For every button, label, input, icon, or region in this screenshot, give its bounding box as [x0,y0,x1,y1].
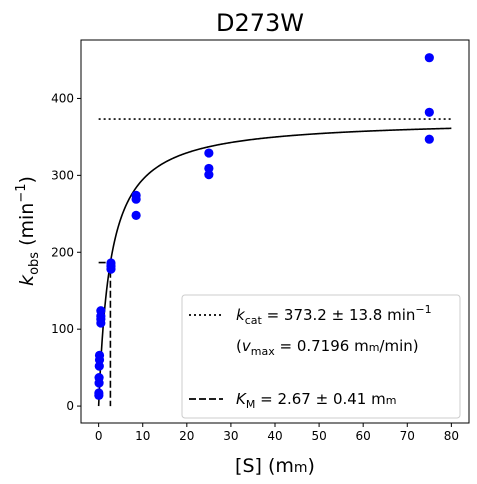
y-axis-label: kobs (min−1) [14,176,42,286]
data-point [204,148,214,158]
data-point [131,190,141,200]
legend-vmax-label: (vmax = 0.7196 mm/min) [236,337,419,358]
x-tick-label: 20 [179,429,194,443]
y-tick-label: 300 [51,168,74,182]
michaelis-menten-fit [97,127,452,407]
x-tick-label: 10 [135,429,150,443]
x-tick-label: 0 [95,429,103,443]
x-tick-label: 30 [223,429,238,443]
data-point [424,107,434,117]
legend: kcat = 373.2 ± 13.8 min−1 (vmax = 0.7196… [181,294,461,419]
y-tick-label: 400 [51,91,74,105]
data-point [96,306,106,316]
x-tick-label: 80 [444,429,459,443]
x-tick-label: 60 [356,429,371,443]
data-point [94,373,104,383]
data-point [424,134,434,144]
legend-box [181,294,461,419]
y-axis: 0 100 200 300 400 [51,91,81,413]
y-tick-label: 100 [51,322,74,336]
x-tick-label: 40 [267,429,282,443]
x-axis-label: [S] (mm) [235,455,315,477]
y-tick-label: 0 [66,399,74,413]
data-point [131,210,141,220]
x-tick-label: 50 [311,429,326,443]
data-points [94,53,434,400]
data-point [204,163,214,174]
x-axis: 0 10 20 30 40 50 60 70 80 [95,423,459,443]
chart-title: D273W [216,9,304,37]
data-point [424,53,434,63]
data-point [94,388,104,398]
x-tick-label: 70 [400,429,415,443]
legend-km-label: KM = 2.67 ± 0.41 mm [236,390,396,411]
legend-kcat-label: kcat = 373.2 ± 13.8 min−1 [236,303,432,327]
y-tick-label: 200 [51,245,74,259]
data-point [94,350,105,360]
data-point [106,258,116,268]
